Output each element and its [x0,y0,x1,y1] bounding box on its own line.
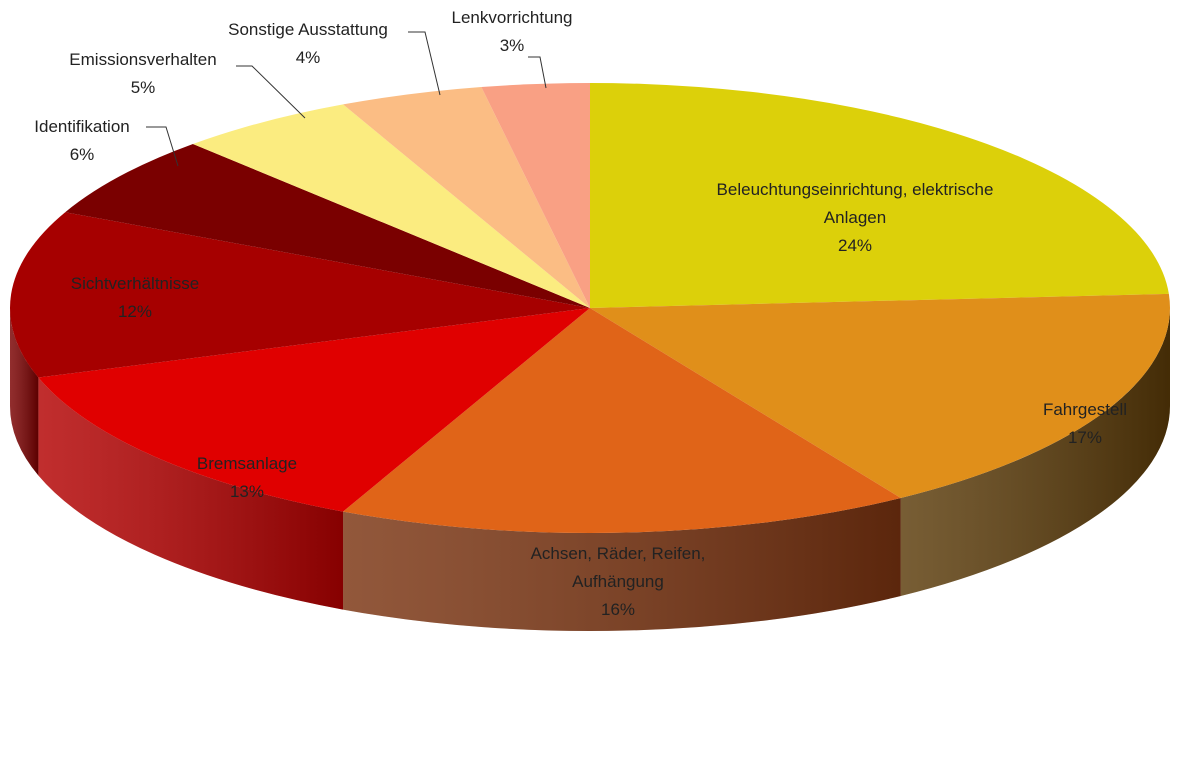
data-label: Lenkvorrichtung 3% [452,4,573,60]
category-label: Sichtverhältnisse [70,274,200,293]
leader-line [236,65,306,119]
data-label: Beleuchtungseinrichtung, elektrische Anl… [694,176,1016,260]
value-label: 12% [117,302,153,321]
slice [65,143,590,308]
data-label: Sichtverhältnisse 12% [71,270,200,326]
leader-line [146,126,179,167]
value-label: 16% [600,600,636,619]
category-label: Bremsanlage [196,454,298,473]
value-label: 6% [69,145,95,164]
category-label: Beleuchtungseinrichtung, elektrische Anl… [716,180,994,227]
value-label: 3% [499,36,525,55]
data-label: Achsen, Räder, Reifen, Aufhängung 16% [488,540,748,624]
category-label: Emissionsverhalten [69,50,217,69]
sides [10,308,1170,631]
slice-side-shade [38,377,344,610]
slice [343,86,590,308]
tops [10,83,1170,533]
slice-side-shade [343,497,901,631]
category-label: Fahrgestell [1042,400,1128,419]
data-label: Emissionsverhalten 5% [69,46,216,102]
value-label: 13% [229,482,265,501]
slice [10,212,590,378]
slice [38,308,591,512]
value-label: 4% [295,48,321,67]
data-label: Bremsanlage 13% [197,450,297,506]
value-label: 5% [130,78,156,97]
data-label: Fahrgestell 17% [1043,396,1127,452]
slice [192,104,590,308]
slice-side-shade [900,308,1170,596]
category-label: Lenkvorrichtung [451,8,573,27]
slice-side-shade [10,308,39,476]
value-label: 17% [1067,428,1103,447]
leader-line [528,56,547,89]
data-label: Identifikation 6% [34,113,129,169]
slice [481,83,590,308]
slice [343,308,901,533]
slice [590,293,1170,498]
data-label: Sonstige Ausstattung 4% [228,16,388,72]
category-label: Identifikation [34,117,130,136]
value-label: 24% [837,236,873,255]
leader-line [408,31,441,96]
slice [590,83,1169,308]
leaders [146,31,547,167]
category-label: Sonstige Ausstattung [228,20,388,39]
category-label: Achsen, Räder, Reifen, Aufhängung [530,544,706,591]
